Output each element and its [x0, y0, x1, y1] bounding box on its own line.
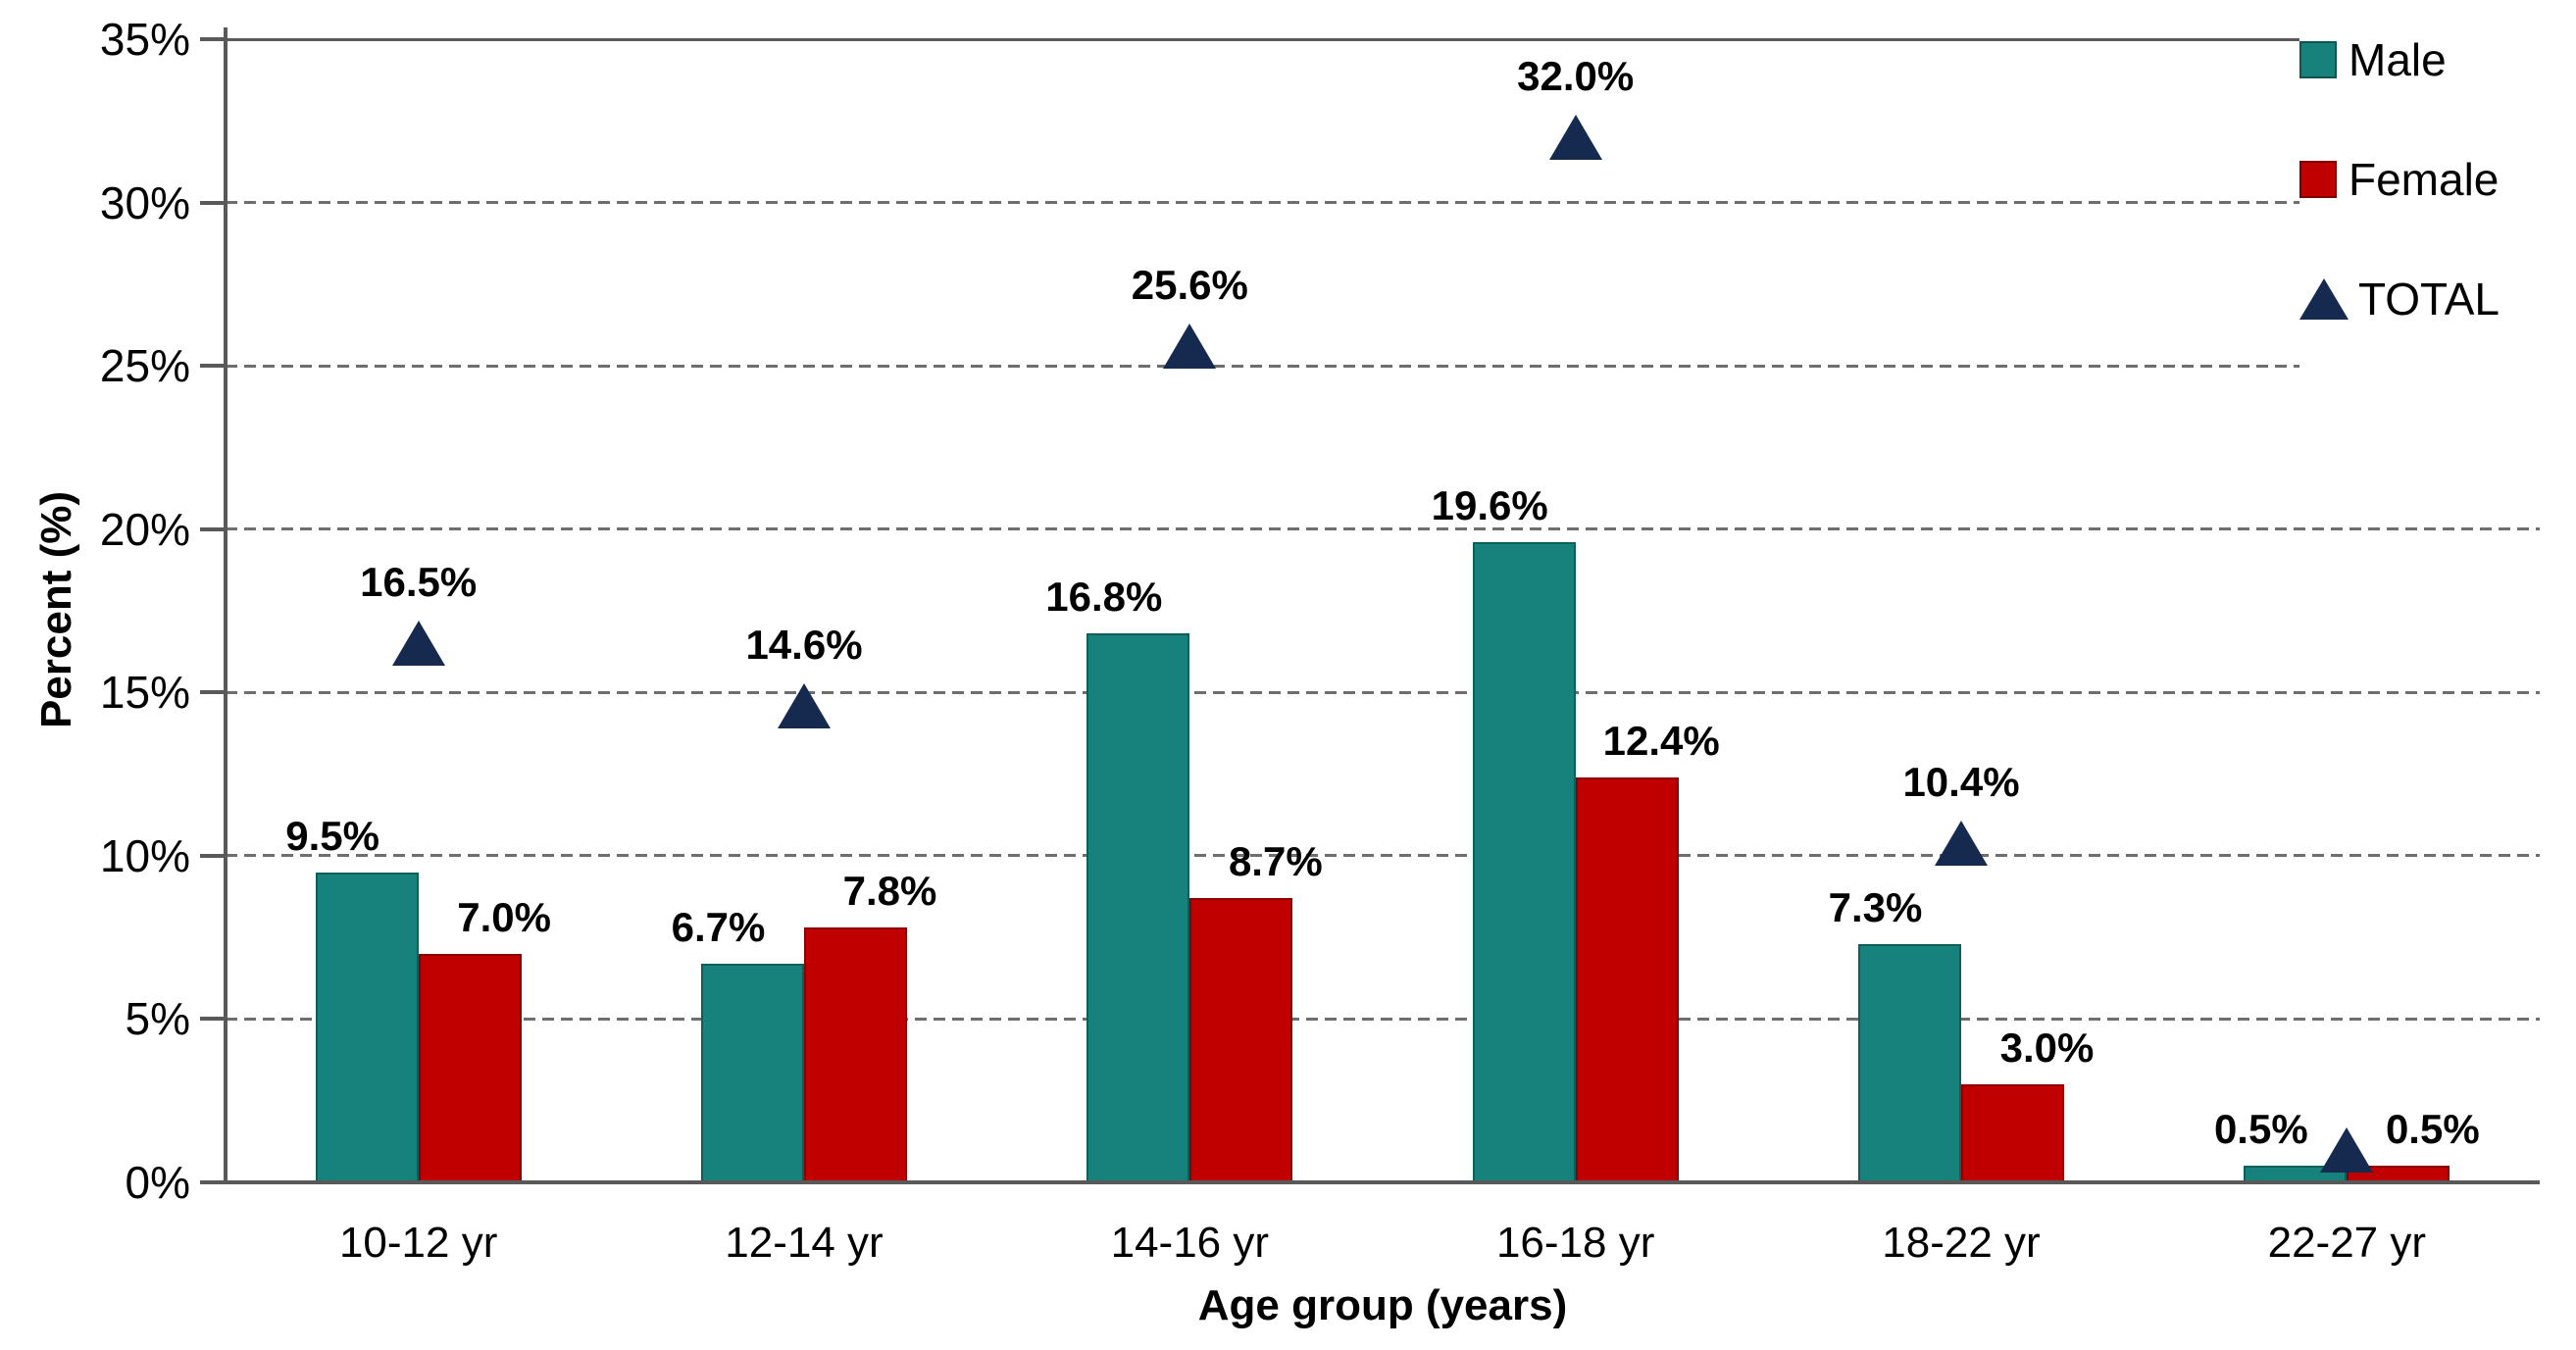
x-category-label: 10-12 yr: [338, 1219, 498, 1267]
y-tick-label: 30%: [99, 176, 190, 228]
y-tick-mark: [200, 1017, 224, 1022]
legend-item-male: Male: [2299, 35, 2576, 84]
y-axis-line: [224, 27, 227, 1184]
total-marker: [391, 621, 445, 667]
total-marker-label: 32.0%: [1517, 52, 1635, 99]
female-bar-label: 0.5%: [2385, 1106, 2480, 1153]
male-bar: [1858, 943, 1961, 1182]
y-tick-mark: [200, 1180, 224, 1184]
female-bar-label: 7.0%: [457, 893, 552, 940]
x-axis-line: [226, 1180, 2540, 1184]
legend-label-male: Male: [2349, 34, 2447, 85]
male-bar: [701, 963, 804, 1182]
legend-label-female: Female: [2349, 154, 2500, 205]
gridline-35pct: [226, 37, 2540, 41]
female-bar: [1575, 776, 1679, 1182]
y-tick-mark: [200, 200, 224, 205]
gridline-10pct: [226, 854, 2540, 858]
female-bar: [1961, 1084, 2064, 1182]
total-triangle-icon: [2299, 278, 2349, 320]
male-bar-label: 16.8%: [1045, 574, 1163, 621]
y-tick-mark: [200, 690, 224, 695]
male-bar-label: 9.5%: [285, 812, 380, 859]
male-swatch-icon: [2299, 41, 2337, 78]
x-category-label: 12-14 yr: [725, 1219, 884, 1267]
male-bar: [1472, 542, 1576, 1182]
total-marker-label: 10.4%: [1902, 758, 2020, 805]
female-bar-label: 8.7%: [1228, 838, 1323, 885]
legend-label-total: TOTAL: [2358, 274, 2500, 325]
y-tick-label: 25%: [99, 340, 190, 392]
female-bar: [1189, 898, 1293, 1182]
total-marker-label: 25.6%: [1131, 262, 1248, 309]
male-bar-label: 19.6%: [1431, 482, 1548, 529]
x-category-label: 16-18 yr: [1495, 1219, 1655, 1267]
y-tick-label: 10%: [99, 829, 190, 881]
gridline-15pct: [226, 690, 2540, 694]
gridline-5pct: [226, 1017, 2540, 1021]
male-bar: [1086, 633, 1190, 1182]
y-tick-label: 5%: [125, 993, 190, 1045]
total-marker: [1935, 820, 1988, 866]
legend-item-female: Female: [2299, 155, 2576, 204]
female-bar: [418, 953, 522, 1182]
y-tick-label: 20%: [99, 503, 190, 555]
female-bar-label: 3.0%: [1999, 1025, 2095, 1072]
total-marker-label: 14.6%: [745, 621, 863, 668]
total-marker: [1163, 324, 1217, 370]
x-category-label: 14-16 yr: [1110, 1219, 1270, 1267]
male-bar-label: 6.7%: [671, 903, 766, 950]
y-tick-label: 0%: [125, 1157, 190, 1208]
y-tick-label: 35%: [99, 14, 190, 65]
y-tick-mark: [200, 853, 224, 858]
x-category-label: 18-22 yr: [1882, 1219, 2041, 1267]
legend: Male Female TOTAL: [2299, 0, 2576, 378]
gridline-20pct: [226, 527, 2540, 531]
total-marker: [2320, 1126, 2374, 1173]
male-bar-label: 7.3%: [1828, 883, 1923, 930]
x-category-label: 22-27 yr: [2267, 1219, 2427, 1267]
total-marker-label: 16.5%: [360, 559, 478, 606]
male-bar: [315, 872, 419, 1182]
female-bar-label: 7.8%: [842, 868, 937, 915]
total-marker: [1548, 114, 1602, 160]
legend-item-total: TOTAL: [2299, 275, 2576, 324]
gridline-25pct: [226, 364, 2540, 368]
total-marker: [778, 682, 831, 728]
x-axis-title: Age group (years): [1197, 1281, 1568, 1329]
female-bar-label: 12.4%: [1602, 717, 1720, 764]
y-axis-title: Percent (%): [32, 490, 80, 729]
male-bar-label: 0.5%: [2213, 1106, 2308, 1153]
gridline-30pct: [226, 201, 2540, 205]
y-tick-label: 15%: [99, 667, 190, 719]
y-tick-mark: [200, 364, 224, 369]
y-tick-mark: [200, 37, 224, 41]
female-swatch-icon: [2299, 161, 2337, 198]
y-tick-mark: [200, 526, 224, 531]
female-bar: [804, 927, 907, 1182]
